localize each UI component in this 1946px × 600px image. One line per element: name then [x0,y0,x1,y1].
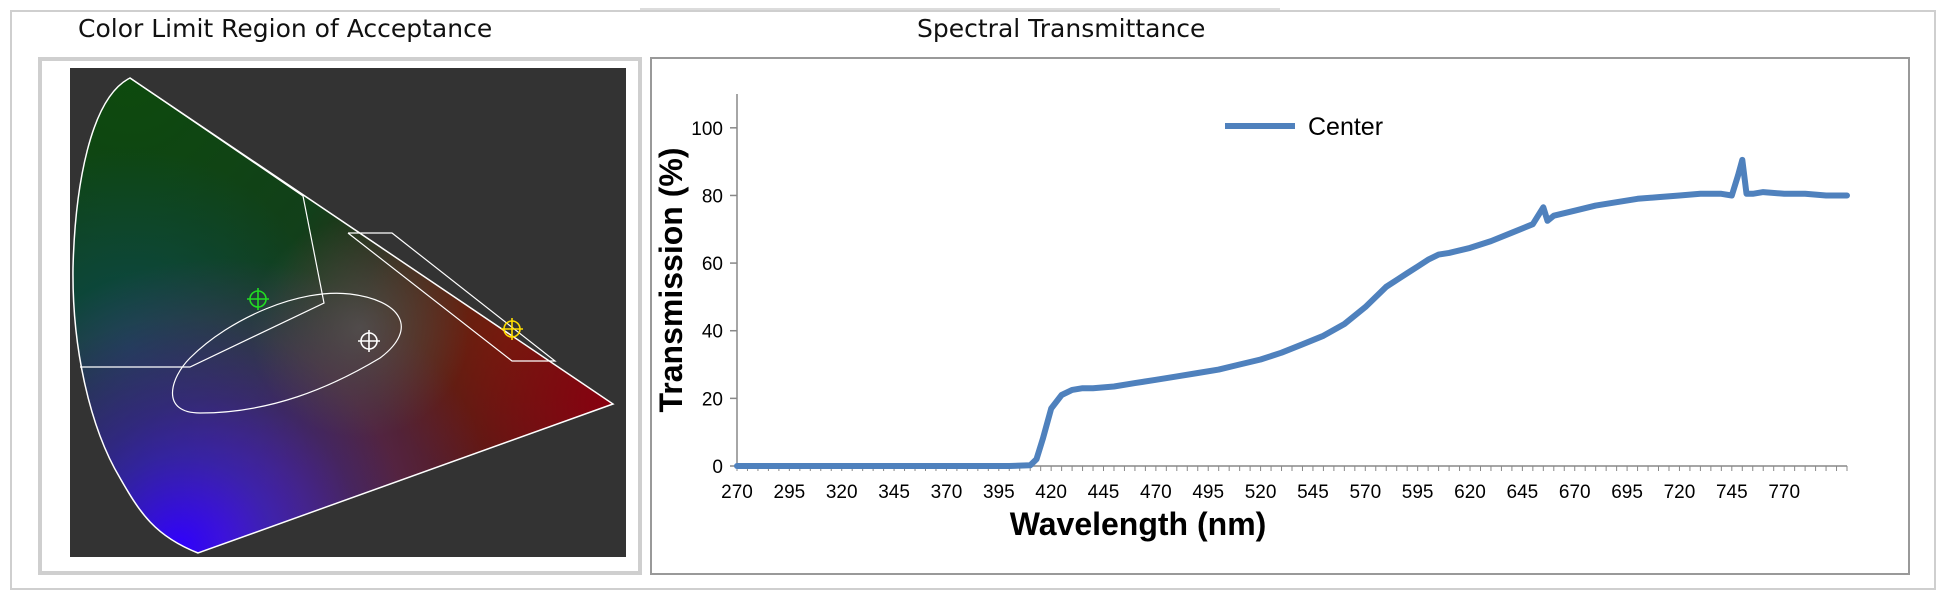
x-tick-label: 670 [1559,482,1591,503]
white-target-marker [358,330,380,352]
legend: Center [1225,113,1383,141]
top-tab-outline [640,0,1280,10]
cie-panel-frame [38,57,642,575]
x-tick-label: 295 [774,482,806,503]
yellow-target-marker [501,318,523,340]
y-axis-title: Transmission (%) [653,148,689,413]
y-tick-label: 40 [702,322,723,343]
x-tick-label: 470 [1140,482,1172,503]
y-tick-label: 80 [702,186,723,207]
x-tick-label: 345 [878,482,910,503]
x-tick-label: 395 [983,482,1015,503]
x-axis-title: Wavelength (nm) [1010,506,1267,542]
y-tick-label: 100 [691,119,723,140]
y-tick-label: 0 [712,457,723,478]
series-center-line [734,156,1850,469]
x-ticks: 270 295 320 345 370 395 420 445 470 495 520 545 570 5… [721,466,1848,503]
spectral-panel-frame [650,57,1910,575]
x-tick-label: 770 [1768,482,1800,503]
y-ticks: 0 20 40 60 80 100 [691,119,737,478]
yellow-region-outline [347,232,557,362]
white-region-outline [172,292,402,414]
spectral-panel-title: Spectral Transmittance [917,14,1206,43]
x-tick-label: 745 [1716,482,1748,503]
x-tick-label: 370 [931,482,963,503]
x-tick-label: 445 [1088,482,1120,503]
x-tick-label: 720 [1664,482,1696,503]
cie-diagram [70,68,626,557]
x-tick-label: 545 [1297,482,1329,503]
x-tick-label: 695 [1611,482,1643,503]
y-tick-label: 20 [702,389,723,410]
spectral-locus-outline [72,77,615,554]
y-tick-label: 60 [702,254,723,275]
x-tick-label: 495 [1192,482,1224,503]
x-tick-label: 645 [1507,482,1539,503]
x-tick-label: 520 [1245,482,1277,503]
outer-frame [10,10,1936,590]
x-tick-label: 320 [826,482,858,503]
x-tick-label: 595 [1402,482,1434,503]
cie-panel-title: Color Limit Region of Acceptance [78,14,493,43]
spectral-chart: 0 20 40 60 80 100 270 295 320 345 370 395 420 445 470… [653,94,1850,542]
green-target-marker [247,288,269,310]
chart-axes [736,94,1847,467]
x-tick-label: 620 [1454,482,1486,503]
legend-label: Center [1308,113,1383,141]
green-region-outline [80,77,325,368]
x-tick-label: 420 [1035,482,1067,503]
x-tick-label: 570 [1349,482,1381,503]
x-tick-label: 270 [721,482,753,503]
